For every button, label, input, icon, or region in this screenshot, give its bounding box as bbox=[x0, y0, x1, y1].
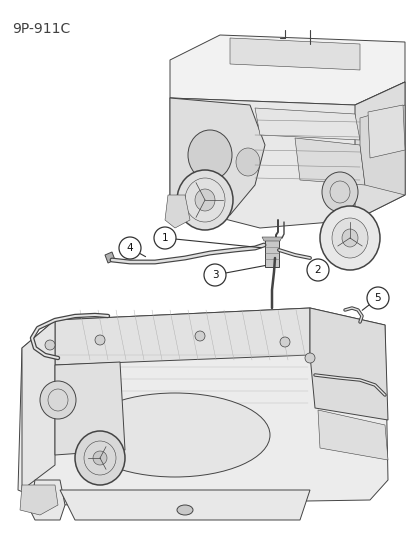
Ellipse shape bbox=[195, 331, 205, 341]
Text: 5: 5 bbox=[375, 293, 381, 303]
Text: 9P-911C: 9P-911C bbox=[12, 22, 70, 36]
Polygon shape bbox=[60, 490, 310, 520]
Ellipse shape bbox=[280, 337, 290, 347]
Text: 1: 1 bbox=[162, 233, 168, 243]
Ellipse shape bbox=[342, 229, 358, 247]
Circle shape bbox=[154, 227, 176, 249]
Ellipse shape bbox=[75, 431, 125, 485]
Polygon shape bbox=[255, 108, 360, 140]
Ellipse shape bbox=[322, 172, 358, 212]
Ellipse shape bbox=[305, 353, 315, 363]
Polygon shape bbox=[355, 82, 405, 220]
Circle shape bbox=[307, 259, 329, 281]
Ellipse shape bbox=[177, 505, 193, 515]
Text: 4: 4 bbox=[127, 243, 133, 253]
Polygon shape bbox=[30, 480, 65, 520]
Ellipse shape bbox=[236, 148, 260, 176]
Ellipse shape bbox=[80, 393, 270, 477]
Polygon shape bbox=[22, 320, 55, 490]
Ellipse shape bbox=[332, 218, 368, 258]
Ellipse shape bbox=[188, 130, 232, 180]
Polygon shape bbox=[170, 82, 405, 228]
Polygon shape bbox=[20, 485, 58, 515]
Circle shape bbox=[367, 287, 389, 309]
Circle shape bbox=[119, 237, 141, 259]
Ellipse shape bbox=[40, 381, 76, 419]
Polygon shape bbox=[265, 240, 279, 267]
Polygon shape bbox=[55, 308, 310, 365]
Polygon shape bbox=[262, 237, 282, 241]
Ellipse shape bbox=[177, 170, 233, 230]
Ellipse shape bbox=[95, 335, 105, 345]
Polygon shape bbox=[18, 308, 388, 505]
Text: 2: 2 bbox=[314, 265, 321, 275]
Text: 3: 3 bbox=[212, 270, 218, 280]
Polygon shape bbox=[295, 138, 365, 185]
Ellipse shape bbox=[195, 189, 215, 211]
Polygon shape bbox=[360, 105, 405, 195]
Polygon shape bbox=[170, 35, 405, 105]
Polygon shape bbox=[55, 362, 125, 455]
Polygon shape bbox=[368, 105, 405, 158]
Circle shape bbox=[204, 264, 226, 286]
Polygon shape bbox=[165, 195, 190, 228]
Ellipse shape bbox=[93, 451, 107, 465]
Polygon shape bbox=[310, 308, 388, 420]
Polygon shape bbox=[170, 98, 265, 222]
Polygon shape bbox=[105, 252, 115, 263]
Polygon shape bbox=[318, 410, 388, 460]
Ellipse shape bbox=[45, 340, 55, 350]
Polygon shape bbox=[230, 38, 360, 70]
Ellipse shape bbox=[320, 206, 380, 270]
